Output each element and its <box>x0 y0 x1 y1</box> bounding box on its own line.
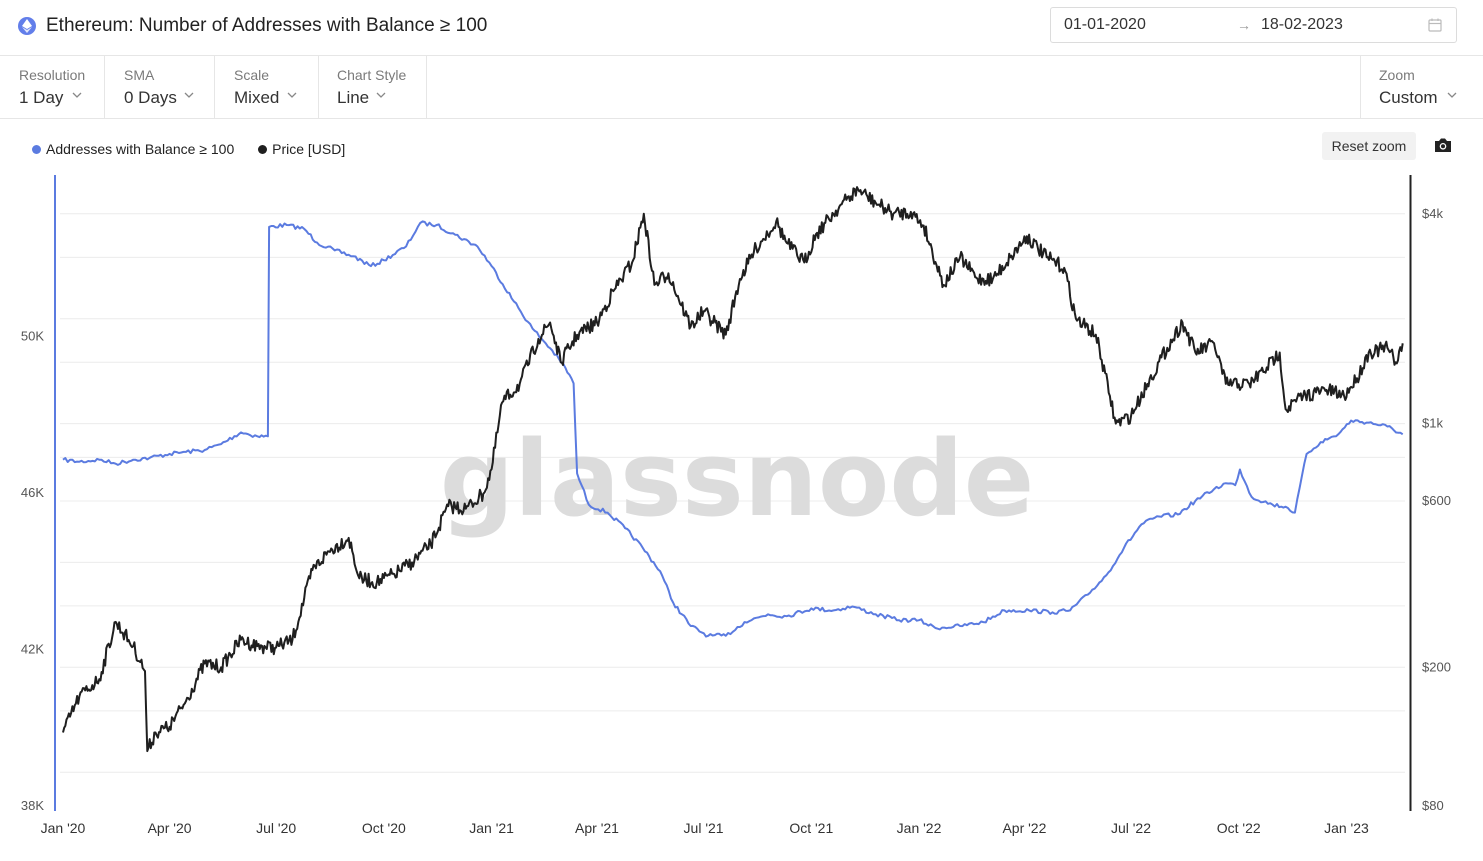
right-axis-ticks: $80 $200 $600 $1k $4k <box>1422 206 1451 813</box>
legend-item-addresses[interactable]: Addresses with Balance ≥ 100 <box>32 141 234 157</box>
chevron-down-icon <box>287 92 297 98</box>
sma-label: SMA <box>124 67 155 83</box>
calendar-icon[interactable] <box>1428 18 1442 32</box>
chart-style-select[interactable]: Chart Style Line <box>318 56 427 118</box>
x-tick-label: Jan '21 <box>469 820 514 836</box>
sma-value: 0 Days <box>124 88 177 107</box>
left-tick-label: 38K <box>21 798 44 813</box>
glassnode-watermark: glassnode <box>440 418 1035 540</box>
right-tick-label: $80 <box>1422 798 1444 813</box>
grid-lines <box>60 213 1405 773</box>
chart-controls: Resolution 1 Day SMA 0 Days Scale Mixed … <box>0 56 1483 119</box>
chart-style-label: Chart Style <box>337 67 407 83</box>
chevron-down-icon <box>1447 92 1457 98</box>
right-tick-label: $600 <box>1422 493 1451 508</box>
camera-icon[interactable] <box>1433 137 1453 153</box>
x-tick-label: Jul '21 <box>684 820 724 836</box>
date-start-input[interactable]: 01-01-2020 <box>1064 16 1146 33</box>
chevron-down-icon <box>376 92 386 98</box>
x-tick-label: Jan '23 <box>1324 820 1369 836</box>
x-tick-label: Oct '21 <box>789 820 833 836</box>
chart-legend: Addresses with Balance ≥ 100 Price [USD] <box>32 141 365 157</box>
series-line-price <box>62 186 1404 753</box>
scale-label: Scale <box>234 67 270 83</box>
x-tick-label: Apr '21 <box>575 820 619 836</box>
legend-item-price[interactable]: Price [USD] <box>258 141 345 157</box>
scale-value: Mixed <box>234 88 280 107</box>
left-tick-label: 50K <box>21 329 44 344</box>
legend-dot-price <box>258 145 268 154</box>
left-tick-label: 42K <box>21 642 44 657</box>
x-axis-ticks: Jan '20 Apr '20 Jul '20 Oct '20 Jan '21 Apr '… <box>41 820 1369 836</box>
x-tick-label: Jul '22 <box>1111 820 1151 836</box>
zoom-select[interactable]: Zoom Custom <box>1360 56 1483 118</box>
legend-label-addresses: Addresses with Balance ≥ 100 <box>46 141 235 157</box>
x-tick-label: Apr '22 <box>1002 820 1046 836</box>
right-tick-label: $4k <box>1422 206 1443 221</box>
sma-select[interactable]: SMA 0 Days <box>105 56 215 118</box>
reset-zoom-button[interactable]: Reset zoom <box>1322 132 1416 160</box>
resolution-value: 1 Day <box>19 88 64 107</box>
date-end-input[interactable]: 18-02-2023 <box>1261 16 1343 33</box>
date-range-picker[interactable]: 01-01-2020 → 18-02-2023 <box>1050 7 1457 43</box>
x-tick-label: Oct '20 <box>362 820 406 836</box>
resolution-label: Resolution <box>19 67 86 83</box>
header-bar: Ethereum: Number of Addresses with Balan… <box>0 0 1483 56</box>
x-tick-label: Jan '22 <box>897 820 942 836</box>
arrow-right-icon: → <box>1237 17 1251 33</box>
series-line-addresses <box>62 220 1404 638</box>
zoom-value: Custom <box>1379 88 1438 107</box>
chevron-down-icon <box>72 92 82 98</box>
chart-area: glassnode 38K 42K 46K 50K $80 $200 $600 $1k $4k… <box>21 175 1451 836</box>
right-tick-label: $1k <box>1422 416 1443 431</box>
chevron-down-icon <box>184 92 194 98</box>
chart-style-value: Line <box>337 88 370 107</box>
left-axis-ticks: 38K 42K 46K 50K <box>21 329 44 814</box>
left-tick-label: 46K <box>21 485 44 500</box>
legend-label-price: Price [USD] <box>272 141 346 157</box>
x-tick-label: Apr '20 <box>148 820 192 836</box>
legend-dot-addresses <box>32 145 41 154</box>
right-tick-label: $200 <box>1422 659 1451 674</box>
resolution-select[interactable]: Resolution 1 Day <box>0 56 105 118</box>
zoom-label: Zoom <box>1379 67 1415 83</box>
x-tick-label: Oct '22 <box>1217 820 1261 836</box>
ethereum-icon <box>18 17 36 35</box>
x-tick-label: Jul '20 <box>256 820 296 836</box>
scale-select[interactable]: Scale Mixed <box>215 56 319 118</box>
page-title: Ethereum: Number of Addresses with Balan… <box>46 15 488 36</box>
x-tick-label: Jan '20 <box>41 820 86 836</box>
